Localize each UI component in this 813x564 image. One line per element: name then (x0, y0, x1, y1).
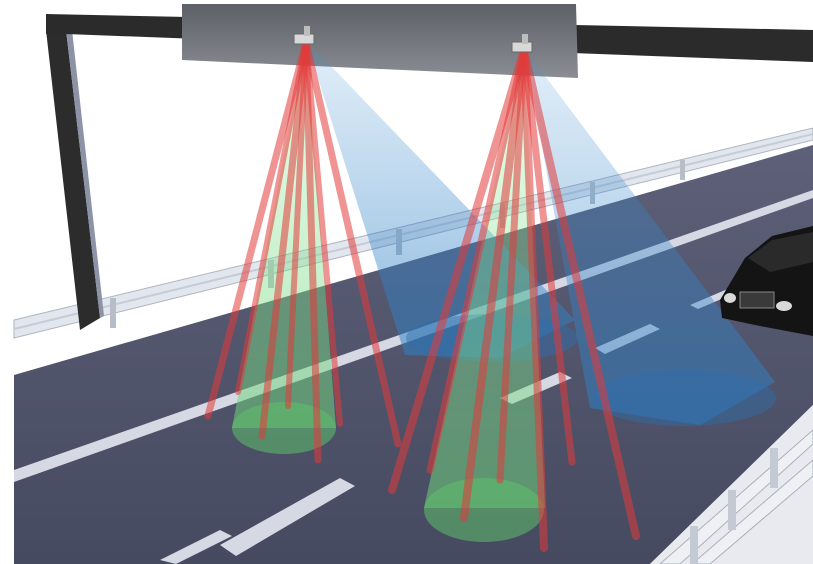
sign-panel (182, 4, 578, 78)
guardrail-near (659, 429, 813, 564)
road-shoulder (650, 405, 813, 564)
sensor-right (511, 34, 533, 53)
headlight-left (724, 293, 736, 303)
gantry (46, 4, 813, 330)
car (720, 226, 813, 336)
car-grille (739, 291, 775, 309)
sensor-left (293, 26, 315, 45)
red-laser-beams-left (204, 38, 402, 464)
red-laser-beams-right (388, 46, 640, 552)
headlight-right (776, 301, 792, 311)
